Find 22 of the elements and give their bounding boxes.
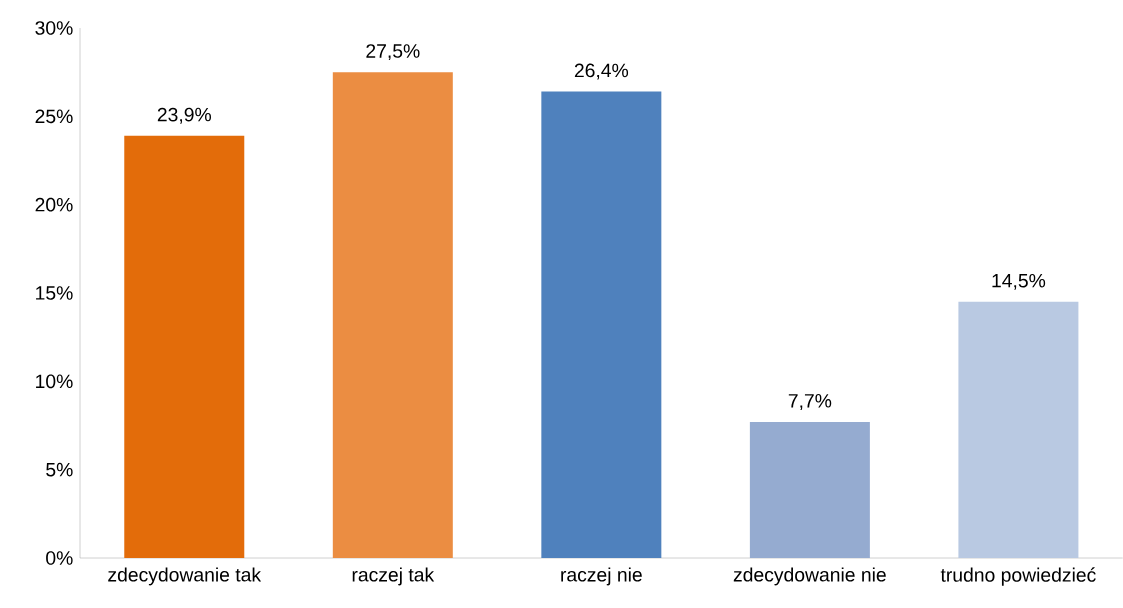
bar xyxy=(749,421,870,558)
bar xyxy=(958,301,1079,558)
y-tick-label: 15% xyxy=(36,286,73,300)
y-tick-label: 10% xyxy=(36,374,73,389)
y-tick-label: 25% xyxy=(35,109,73,124)
data-label: 26,4% xyxy=(574,63,629,80)
x-tick-label: raczej tak xyxy=(352,567,435,586)
y-tick-label: 5% xyxy=(46,462,73,477)
x-tick-label: zdecydowanie tak xyxy=(108,567,262,586)
data-label: 14,5% xyxy=(992,273,1046,290)
y-tick-label: 30% xyxy=(35,21,73,35)
y-tick-label: 20% xyxy=(35,197,73,212)
bar xyxy=(124,135,245,558)
x-tick-label: raczej nie xyxy=(561,567,642,586)
bar xyxy=(541,91,662,558)
data-label: 23,9% xyxy=(157,107,212,124)
x-tick-label: trudno powiedzieć xyxy=(940,567,1096,586)
bar xyxy=(332,72,453,558)
data-label: 27,5% xyxy=(366,44,420,61)
data-label: 7,7% xyxy=(788,394,832,410)
y-tick-label: 0% xyxy=(46,551,73,565)
x-tick-label: zdecydowanie nie xyxy=(733,567,886,586)
